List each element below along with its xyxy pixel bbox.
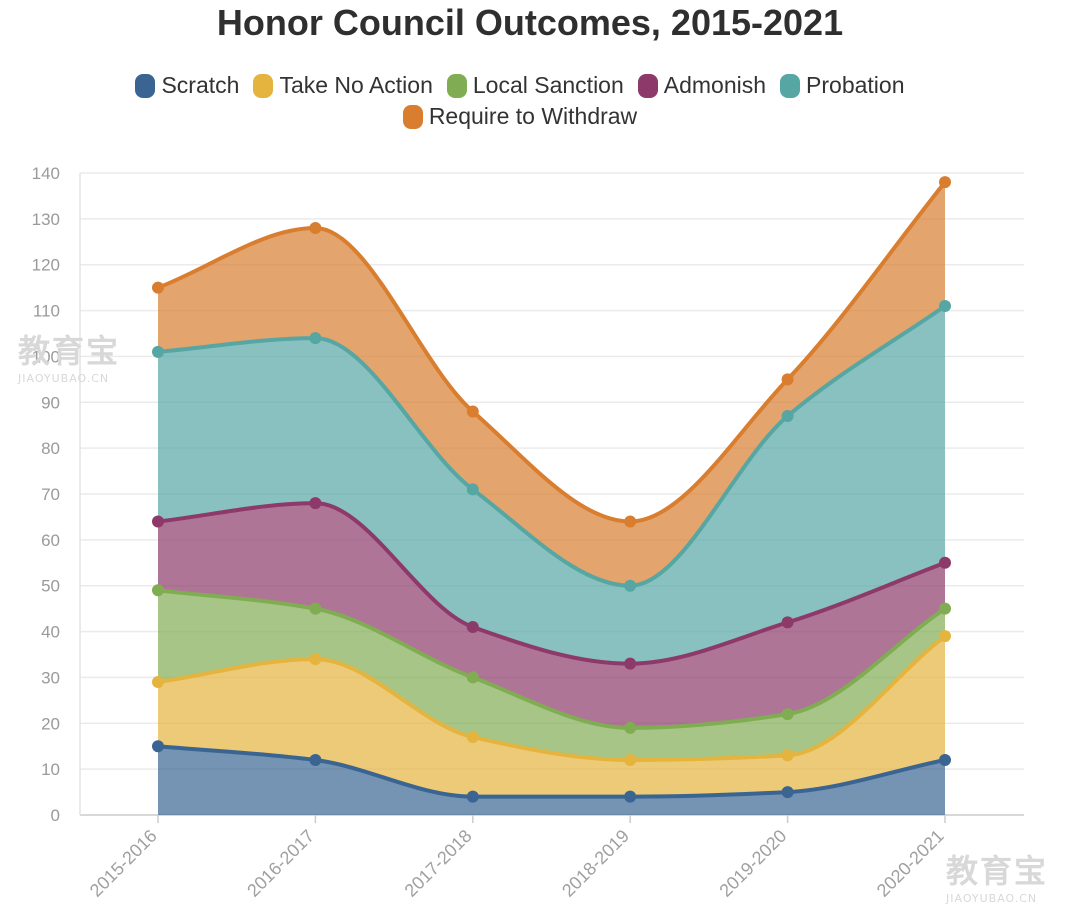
data-point (624, 753, 637, 766)
data-point (781, 373, 794, 386)
y-tick-label: 140 (32, 164, 60, 183)
data-point (781, 616, 794, 629)
data-point (152, 281, 164, 294)
y-tick-label: 30 (41, 668, 60, 687)
data-point (466, 731, 479, 744)
legend-item[interactable]: Scratch (135, 72, 239, 99)
data-point (781, 410, 794, 423)
data-point (152, 740, 164, 753)
data-point (781, 708, 794, 721)
legend-swatch (446, 73, 467, 98)
data-point (624, 515, 637, 528)
series-line (157, 588, 947, 730)
legend-label: Require to Withdraw (428, 103, 638, 129)
data-point (781, 749, 794, 762)
series-line (157, 501, 946, 666)
data-point (624, 579, 637, 592)
y-tick-label: 40 (41, 623, 60, 642)
x-tick-label: 2019-2020 (715, 826, 790, 901)
data-point (939, 556, 951, 569)
legend-swatch (135, 73, 156, 98)
legend-swatch (637, 73, 658, 98)
data-point (466, 620, 479, 633)
legend-label: Take No Action (279, 72, 433, 98)
data-point (309, 753, 322, 766)
x-tick-label: 2017-2018 (401, 826, 476, 901)
y-tick-label: 20 (41, 714, 60, 733)
legend-swatch (253, 73, 274, 98)
data-point (939, 299, 951, 312)
data-point (624, 790, 637, 803)
data-point (466, 405, 479, 418)
legend-item[interactable]: Local Sanction (446, 72, 624, 99)
watermark-left: 教育宝 JIAOYUBAO.CN (18, 326, 120, 385)
data-point (939, 602, 951, 615)
watermark-subtext: JIAOYUBAO.CN (946, 892, 1038, 905)
legend: Scratch Take No Action Local Sanction Admon… (20, 72, 1020, 130)
data-point (152, 345, 164, 358)
watermark-right: 教育宝 JIAOYUBAO.CN (946, 846, 1048, 905)
x-tick-label: 2020-2021 (873, 826, 948, 901)
legend-swatch (780, 73, 801, 98)
data-point (624, 657, 637, 670)
y-tick-label: 120 (32, 256, 60, 275)
data-point (466, 483, 479, 496)
legend-label: Scratch (161, 72, 240, 98)
x-tick-label: 2018-2019 (558, 826, 633, 901)
y-tick-label: 0 (51, 806, 60, 825)
x-tick-label: 2015-2016 (86, 826, 161, 901)
y-tick-label: 50 (41, 577, 60, 596)
watermark-text: 教育宝 (18, 332, 121, 370)
y-tick-label: 130 (32, 210, 60, 229)
data-point (309, 653, 322, 666)
y-tick-label: 80 (41, 439, 60, 458)
data-point (466, 671, 479, 684)
data-point (309, 332, 322, 345)
legend-swatch (402, 104, 423, 129)
area-probation (158, 305, 945, 664)
legend-label: Probation (806, 72, 905, 98)
data-point (152, 515, 164, 528)
area-local-sanction (158, 590, 945, 760)
data-point (781, 786, 794, 799)
area-require-to-withdraw (158, 182, 945, 586)
watermark-subtext: JIAOYUBAO.CN (18, 372, 110, 385)
watermark-text: 教育宝 (946, 852, 1049, 890)
data-point (152, 676, 164, 689)
y-tick-label: 70 (41, 485, 60, 504)
legend-label: Admonish (663, 72, 767, 98)
series-line (157, 744, 946, 799)
area-scratch (158, 746, 945, 815)
area-admonish (158, 503, 945, 728)
legend-label: Local Sanction (472, 72, 624, 98)
area-take-no-action (158, 636, 945, 797)
data-point (939, 176, 951, 189)
x-tick-label: 2016-2017 (243, 826, 318, 901)
data-point (939, 753, 951, 766)
y-tick-label: 90 (41, 393, 60, 412)
y-tick-label: 100 (32, 347, 60, 366)
data-point (152, 584, 164, 597)
y-tick-label: 10 (41, 760, 60, 779)
data-point (309, 222, 322, 235)
series-line (157, 634, 947, 762)
chart-title: Honor Council Outcomes, 2015-2021 (216, 2, 844, 43)
data-point (309, 497, 322, 510)
data-point (466, 790, 479, 803)
legend-item[interactable]: Admonish (637, 72, 767, 99)
legend-item[interactable]: Require to Withdraw (402, 103, 638, 130)
data-point (624, 721, 637, 734)
y-tick-label: 110 (33, 302, 60, 321)
legend-item[interactable]: Probation (780, 72, 905, 99)
y-tick-label: 60 (41, 531, 60, 550)
data-point (939, 630, 951, 643)
data-point (309, 602, 322, 615)
legend-item[interactable]: Take No Action (253, 72, 433, 99)
